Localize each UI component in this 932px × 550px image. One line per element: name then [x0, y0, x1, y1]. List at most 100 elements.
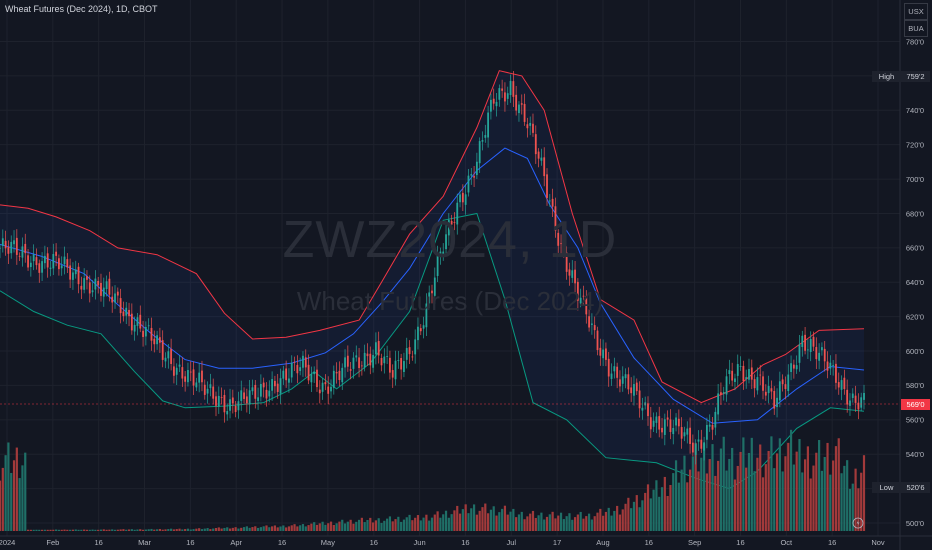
candle-body [175, 367, 178, 375]
volume-bar [119, 529, 122, 531]
candle-body [223, 394, 226, 413]
candle-body [456, 202, 459, 225]
candle-body [389, 357, 391, 373]
candle-body [616, 366, 619, 378]
candle-body [262, 382, 265, 388]
volume-bar [63, 529, 66, 531]
candle-body [237, 401, 240, 411]
volume-bar [125, 529, 128, 531]
candle-body [417, 326, 419, 341]
currency-button[interactable]: USX [904, 3, 928, 20]
volume-bar [531, 510, 535, 531]
volume-bar [186, 528, 190, 531]
candle-body [666, 417, 669, 420]
candle-body [459, 194, 461, 203]
time-tick-label: 16 [370, 538, 378, 547]
candle-body [72, 272, 74, 280]
price-tick-label: 720'0 [906, 140, 924, 149]
candle-body [641, 407, 644, 411]
candle-body [526, 124, 529, 129]
candle-body [374, 342, 377, 355]
candle-body [748, 369, 750, 380]
volume-bar [733, 479, 737, 531]
time-axis[interactable]: 2024 Feb 16 Mar 16 Apr 16 May 16 Jun 16 Jul 17 Aug 16 S… [0, 538, 885, 547]
volume-bar [596, 512, 599, 531]
candle-body [470, 174, 473, 176]
volume-bar [568, 513, 571, 531]
last-price-badge: 569'0 [901, 399, 930, 410]
volume-bar [832, 460, 835, 531]
volume-bar [582, 518, 585, 531]
volume-bar [506, 514, 509, 531]
volume-bar [136, 529, 139, 531]
volume-bar [728, 458, 731, 531]
candle-body [265, 389, 268, 399]
price-axis[interactable]: 780'0760'0740'0720'0700'0680'0660'0640'0… [906, 37, 924, 528]
candle-body [773, 391, 776, 409]
volume-bar [820, 470, 824, 531]
volume-bar [848, 488, 852, 531]
volume-bar [10, 472, 13, 531]
candle-body [829, 362, 832, 369]
candle-body [461, 192, 464, 203]
candle-body [543, 157, 546, 177]
volume-bar [315, 524, 319, 531]
candle-body [215, 396, 217, 406]
replay-icon[interactable] [852, 517, 864, 529]
volume-bar [341, 519, 344, 531]
volume-bar [338, 521, 341, 531]
candle-body [178, 364, 181, 367]
volume-bar [812, 465, 815, 531]
volume-bar [271, 526, 274, 531]
candle-body [551, 198, 554, 207]
volume-bar [517, 514, 521, 531]
volume-bar [147, 529, 150, 531]
volume-bar [38, 529, 41, 531]
volume-bar [537, 515, 540, 531]
volume-bar [141, 529, 145, 531]
candle-body [105, 281, 108, 289]
candle-body [596, 330, 599, 351]
volume-bar [453, 510, 456, 531]
volume-bar [296, 526, 299, 531]
candle-body [750, 367, 753, 380]
candle-body [91, 290, 94, 293]
candle-body [484, 135, 487, 138]
volume-bar [12, 460, 16, 531]
candle-body [837, 382, 840, 388]
candle-body [108, 278, 111, 295]
candle-body [731, 370, 734, 381]
candle-body [1, 238, 4, 246]
volume-bar [599, 508, 602, 531]
candle-body [574, 269, 576, 284]
volume-bar [414, 517, 417, 531]
candle-body [128, 309, 130, 317]
unit-button[interactable]: BUA [904, 20, 928, 37]
candle-body [762, 376, 764, 391]
volume-bar [714, 475, 717, 531]
candle-body [571, 270, 574, 278]
candle-body [251, 387, 254, 392]
volume-bar [397, 516, 400, 531]
volume-bar [391, 521, 394, 531]
volume-bar [775, 453, 779, 531]
candle-body [537, 151, 540, 159]
candle-body [436, 254, 439, 276]
candle-body [414, 339, 417, 355]
volume-bar [80, 529, 83, 531]
volume-bar [419, 520, 422, 531]
candle-body [212, 386, 215, 399]
candle-body [481, 140, 484, 142]
volume-bar [69, 529, 72, 531]
volume-bar [641, 500, 644, 531]
volume-bar [694, 442, 697, 531]
time-tick-label: Feb [46, 538, 59, 547]
candle-body [433, 277, 436, 296]
candle-body [419, 328, 422, 332]
candle-body [153, 338, 156, 345]
volume-bar [21, 465, 24, 531]
watermark-symbol: ZWZ2024, 1D [282, 211, 618, 269]
candle-body [122, 311, 125, 317]
volume-bar [610, 515, 613, 531]
